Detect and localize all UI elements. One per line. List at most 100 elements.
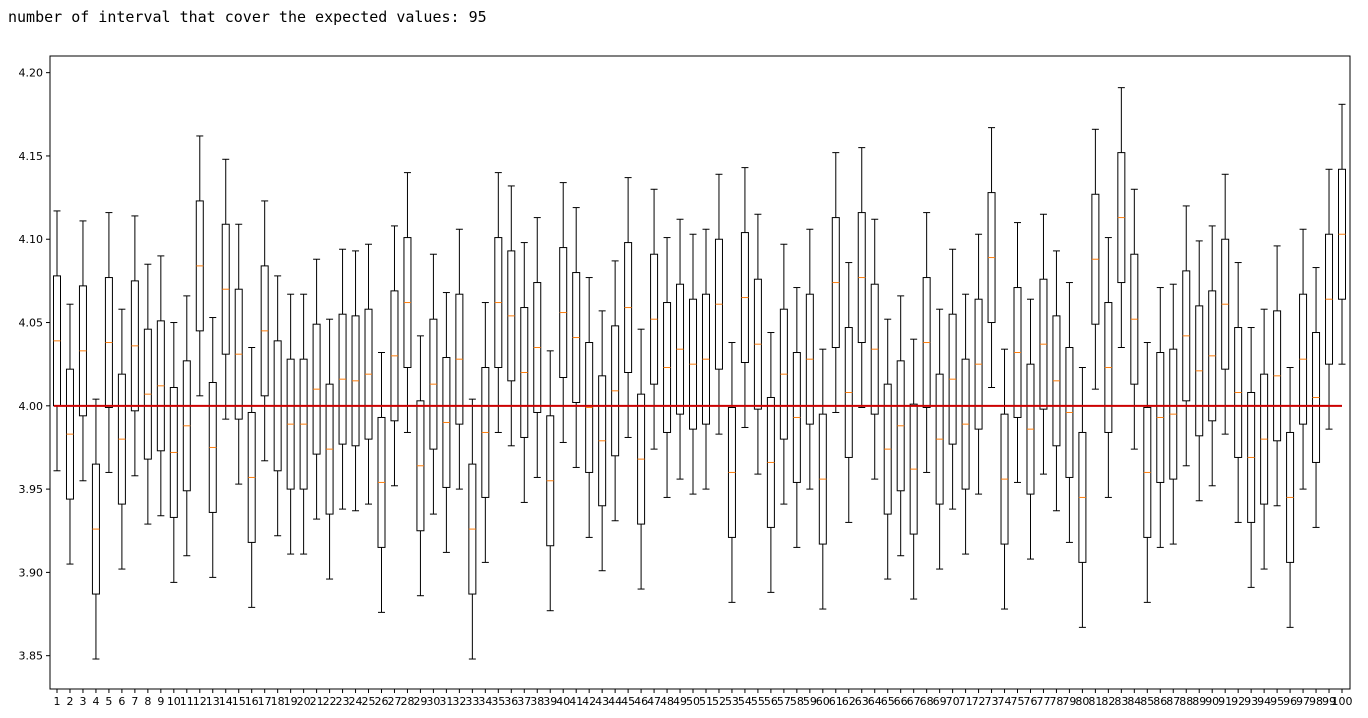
x-tick-label: 55 [751,695,765,708]
x-tick-label: 66 [894,695,908,708]
box-23 [338,248,347,510]
x-tick-label: 61 [829,695,843,708]
box-47 [650,188,659,450]
x-tick-label: 70 [946,695,960,708]
box-36 [507,185,516,447]
x-tick-label: 19 [284,695,298,708]
x-tick-label: 97 [1296,695,1310,708]
box-8 [143,263,152,525]
x-tick-label: 87 [1166,695,1180,708]
x-tick-label: 18 [271,695,285,708]
x-tick-label: 10 [167,695,181,708]
box-15 [234,223,243,485]
output-text: number of interval that cover the expect… [8,8,487,26]
x-tick-label: 33 [465,695,479,708]
x-tick-label: 3 [79,695,86,708]
x-tick-label: 22 [323,695,337,708]
box-42 [585,277,594,538]
box-14 [221,158,230,420]
box-87 [1169,283,1178,545]
x-tick-label: 47 [647,695,661,708]
x-tick-label: 39 [543,695,557,708]
x-tick-label: 81 [1088,695,1102,708]
x-tick-label: 40 [556,695,570,708]
box-86 [1156,287,1165,548]
box-38 [533,217,542,478]
box-40 [559,182,568,443]
x-tick-label: 37 [517,695,531,708]
x-tick-label: 34 [478,695,492,708]
box-2 [65,303,74,565]
x-tick-label: 30 [426,695,440,708]
box-72 [974,233,983,495]
x-tick-label: 64 [868,695,882,708]
x-tick-label: 11 [180,695,194,708]
box-60 [818,348,827,610]
box-74 [1000,348,1009,610]
x-tick-label: 25 [362,695,376,708]
box-51 [701,228,710,490]
box-75 [1013,222,1022,483]
box-17 [260,200,269,462]
box-55 [753,213,762,475]
x-tick-label: 29 [413,695,427,708]
x-tick-label: 49 [673,695,687,708]
box-49 [676,218,685,480]
x-tick-label: 35 [491,695,505,708]
box-21 [312,258,321,520]
x-tick-label: 32 [452,695,466,708]
box-56 [766,332,775,593]
box-34 [481,302,490,563]
box-3 [78,220,87,482]
x-tick-label: 15 [232,695,246,708]
x-tick-label: 62 [842,695,856,708]
box-61 [831,152,840,413]
box-83 [1117,87,1126,349]
x-tick-label: 6 [118,695,125,708]
box-41 [572,207,581,468]
x-tick-label: 24 [349,695,363,708]
box-53 [727,342,736,603]
box-94 [1260,308,1269,570]
box-59 [805,228,814,490]
x-tick-label: 100 [1332,695,1353,708]
x-tick-label: 2 [66,695,73,708]
x-tick-label: 86 [1153,695,1167,708]
y-tick-label: 4.15 [19,150,44,163]
box-7 [130,215,139,477]
y-tick-label: 4.10 [19,233,44,246]
x-tick-label: 78 [1049,695,1063,708]
x-tick-label: 74 [998,695,1012,708]
x-tick-label: 58 [790,695,804,708]
x-tick-label: 80 [1075,695,1089,708]
x-tick-label: 7 [131,695,138,708]
box-6 [117,308,126,570]
box-65 [883,318,892,580]
box-26 [377,352,386,613]
x-tick-label: 13 [206,695,220,708]
x-tick-label: 14 [219,695,233,708]
x-tick-label: 28 [400,695,414,708]
box-5 [104,212,113,473]
x-tick-label: 83 [1114,695,1128,708]
x-tick-label: 56 [764,695,778,708]
x-tick-label: 45 [621,695,635,708]
x-tick-label: 91 [1218,695,1232,708]
x-tick-label: 48 [660,695,674,708]
box-58 [792,287,801,548]
box-66 [896,295,905,557]
x-tick-label: 36 [504,695,518,708]
box-97 [1299,228,1308,490]
plot-frame [49,55,1351,690]
x-tick-label: 52 [712,695,726,708]
x-tick-label: 82 [1101,695,1115,708]
x-tick-label: 16 [245,695,259,708]
x-tick-label: 76 [1023,695,1037,708]
box-54 [740,167,749,428]
x-tick-label: 94 [1257,695,1271,708]
box-62 [844,262,853,523]
x-tick-label: 67 [907,695,921,708]
x-tick-label: 26 [374,695,388,708]
box-85 [1143,342,1152,603]
x-tick-label: 23 [336,695,350,708]
